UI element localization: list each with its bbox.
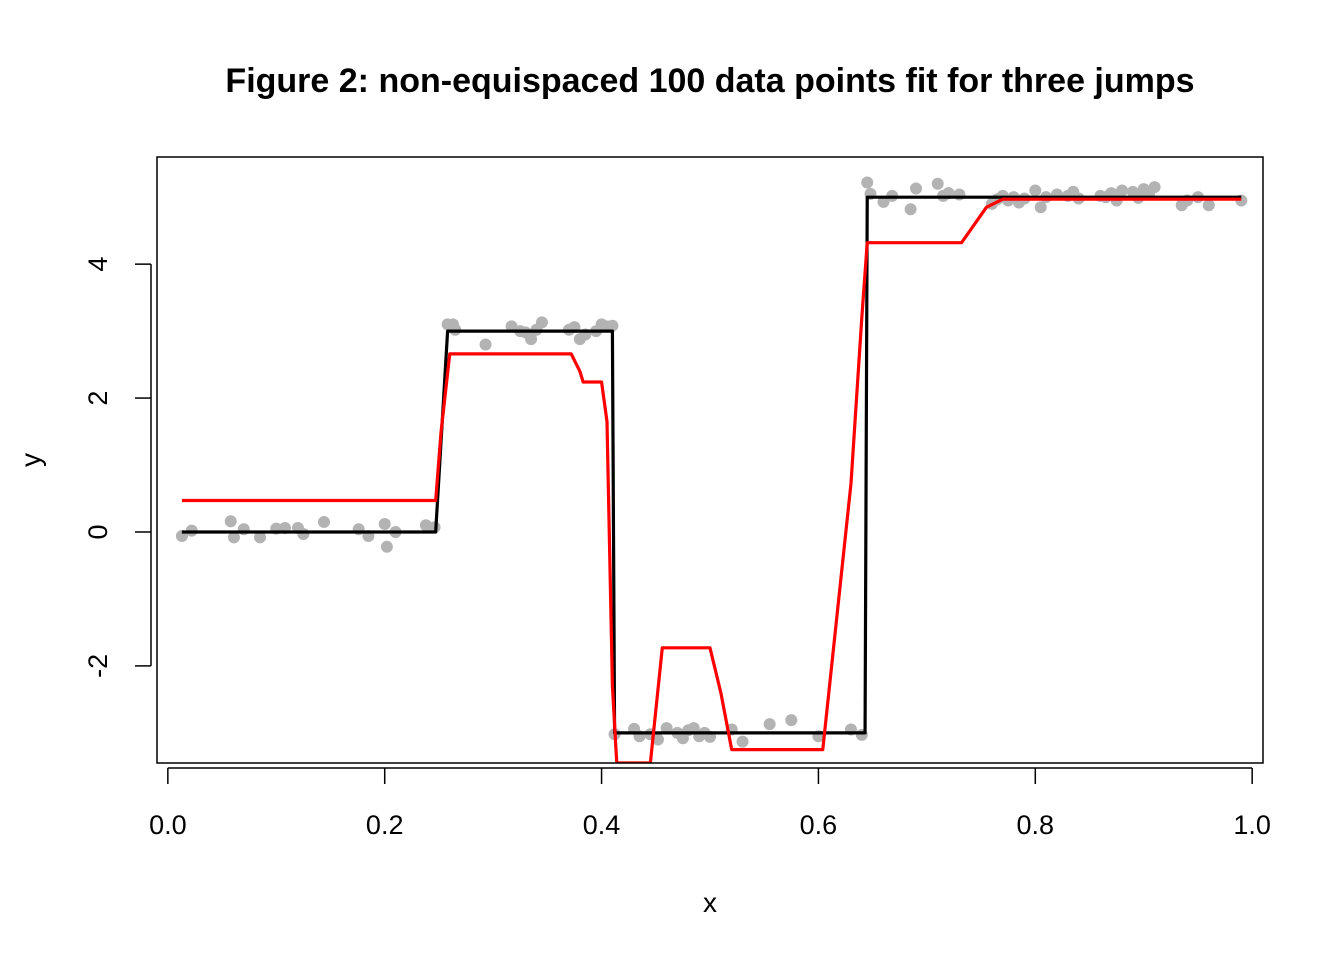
true-function-line	[181, 195, 1242, 735]
data-point	[254, 531, 267, 544]
y-axis-label: y	[15, 453, 46, 467]
data-point	[1148, 181, 1161, 194]
chart-title: Figure 2: non-equispaced 100 data points…	[225, 62, 1194, 100]
y-axis: -2 0 2 4	[83, 257, 152, 678]
x-axis-label: x	[703, 887, 717, 918]
data-point	[380, 540, 393, 553]
data-point	[224, 515, 237, 528]
data-point	[1034, 201, 1047, 214]
data-point	[877, 195, 890, 208]
x-tick-label: 0.2	[366, 810, 404, 840]
data-point	[606, 319, 619, 332]
y-tick-label: 4	[83, 257, 113, 272]
data-point	[910, 182, 923, 195]
data-point	[736, 735, 749, 748]
data-point	[297, 527, 310, 540]
x-tick-label: 0.0	[149, 810, 187, 840]
data-point	[1116, 184, 1129, 197]
data-point	[378, 517, 391, 530]
data-point	[931, 177, 944, 190]
data-point	[904, 203, 917, 216]
x-tick-label: 0.6	[800, 810, 838, 840]
data-points	[175, 176, 1248, 748]
x-tick-label: 0.4	[583, 810, 621, 840]
data-point	[785, 714, 798, 727]
data-point	[660, 722, 673, 735]
data-point	[651, 733, 664, 746]
plot-frame	[156, 156, 1264, 764]
series-lines	[181, 195, 1242, 763]
x-tick-label: 0.8	[1017, 810, 1055, 840]
data-point	[227, 531, 240, 544]
data-point	[1029, 184, 1042, 197]
data-point	[479, 338, 492, 351]
data-point	[317, 515, 330, 528]
data-point	[525, 333, 538, 346]
y-tick-label: -2	[83, 654, 113, 678]
data-point	[861, 176, 874, 189]
fitted-line	[181, 197, 1242, 763]
data-point	[535, 316, 548, 329]
x-axis: 0.0 0.2 0.4 0.6 0.8 1.0	[149, 767, 1271, 840]
data-point	[1202, 199, 1215, 212]
y-tick-label: 0	[83, 524, 113, 539]
x-tick-label: 1.0	[1233, 810, 1271, 840]
data-point	[763, 718, 776, 731]
y-tick-label: 2	[83, 391, 113, 406]
